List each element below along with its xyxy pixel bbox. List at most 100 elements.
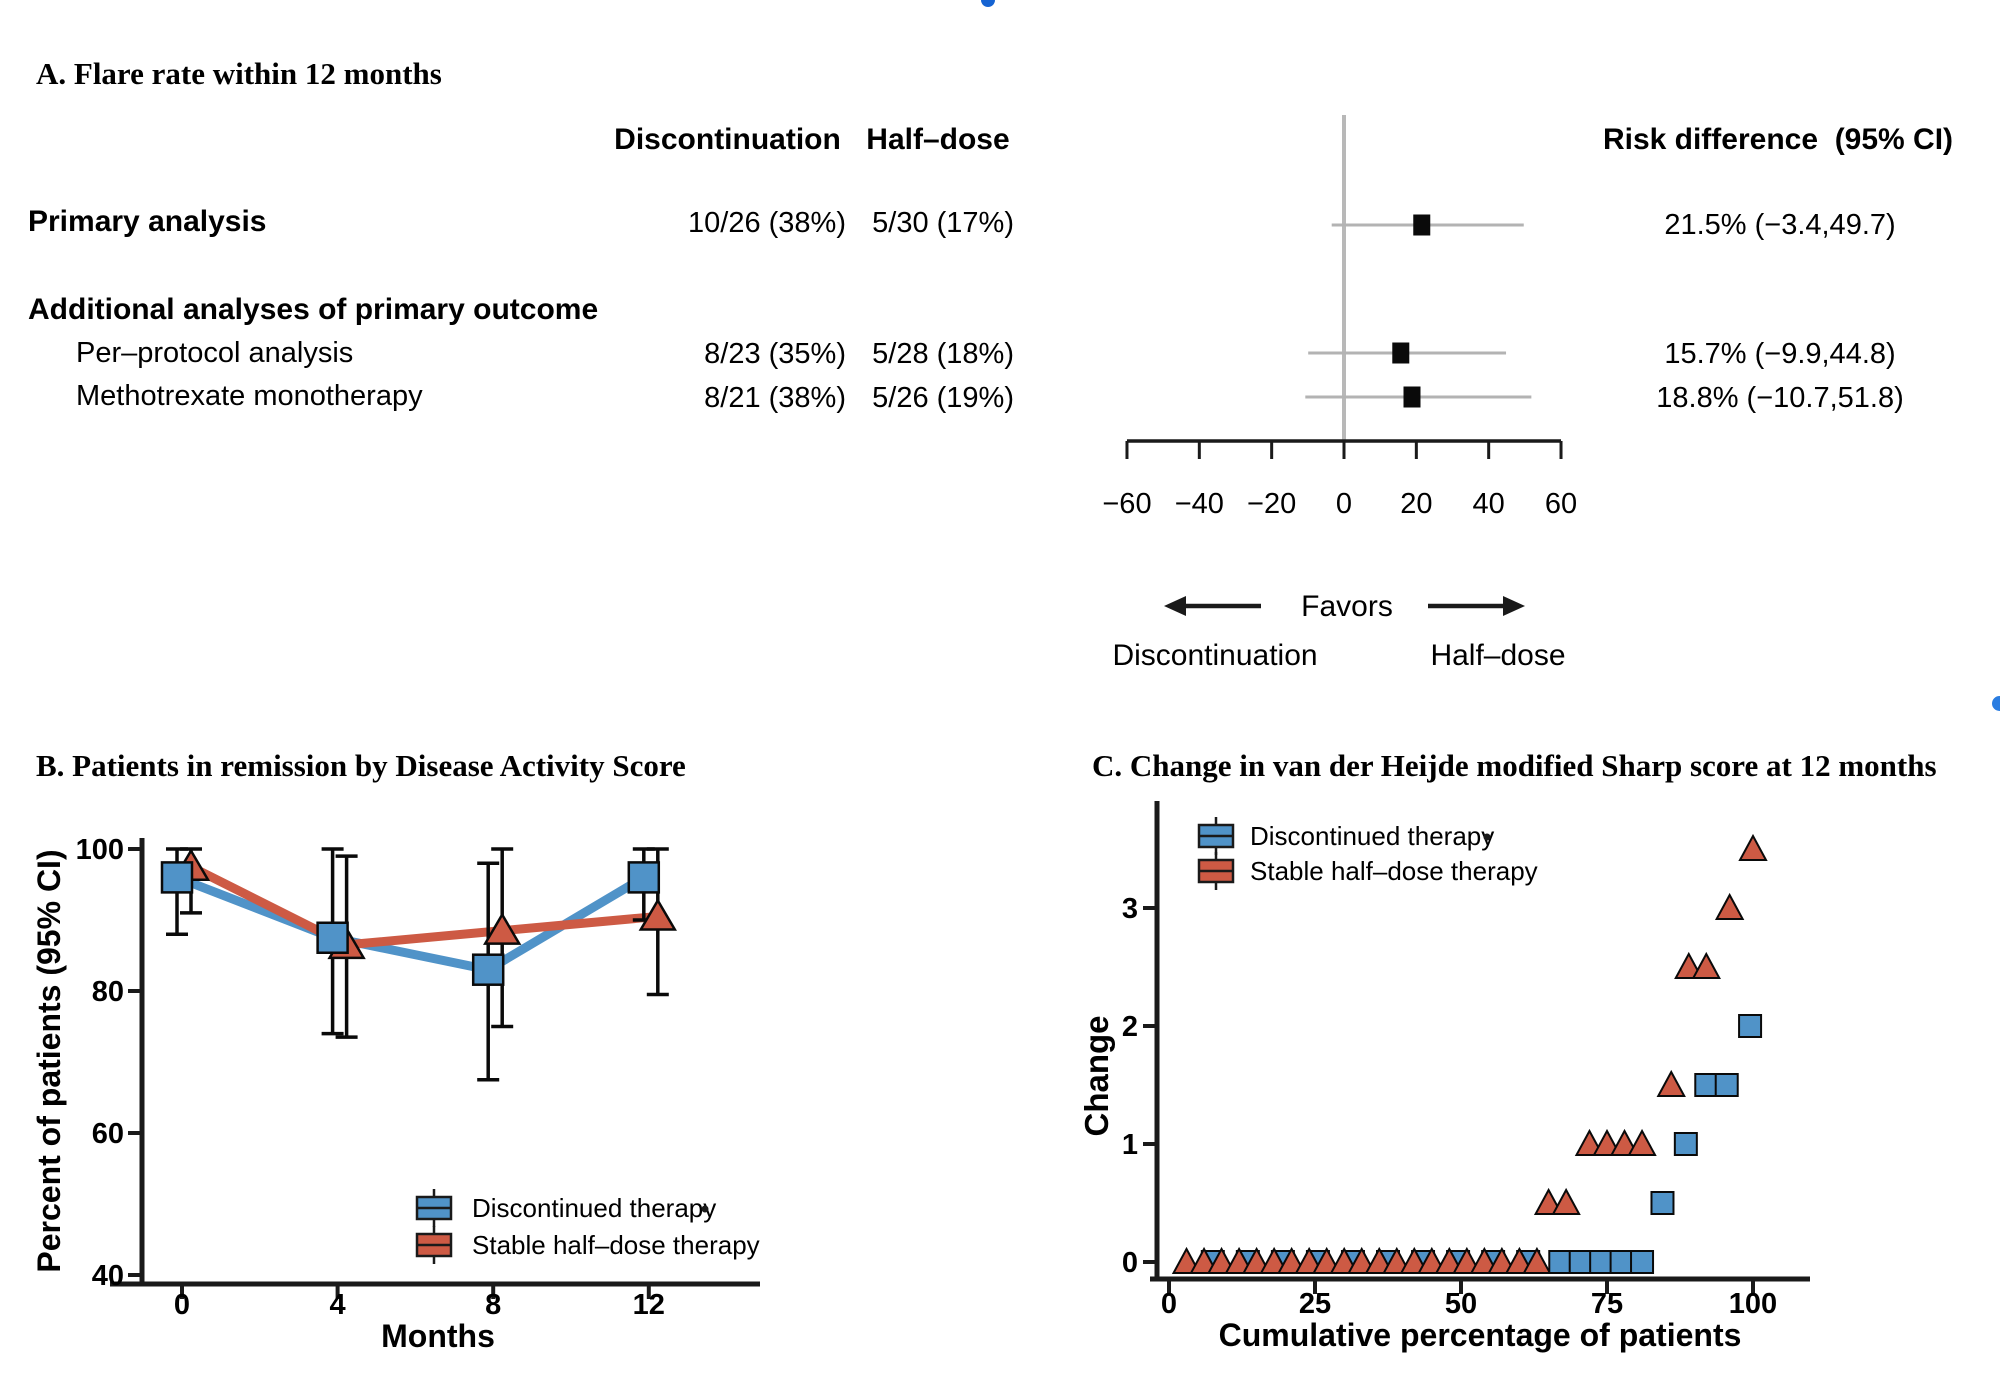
x-axis-tick-label: 12	[633, 1289, 665, 1321]
series-markers	[160, 848, 677, 986]
panel-c-title: C. Change in van der Heijde modified Sha…	[1092, 748, 1937, 783]
triangle-marker	[1533, 1187, 1564, 1215]
column-header-half-dose: Half–dose	[866, 123, 1010, 156]
table-cell-half-dose: 5/26 (19%)	[872, 382, 1014, 414]
square-marker	[1568, 1250, 1593, 1274]
ui-artifact-dot-top	[981, 0, 995, 7]
legend-label: Stable half–dose therapy	[1250, 856, 1538, 886]
favors-left-label: Discontinuation	[1112, 639, 1317, 672]
remission-line-chart: 0 4 8 12 40 60 80 100 Months Percent of patients …	[31, 834, 760, 1354]
triangle-marker	[1276, 1246, 1307, 1274]
table-cell-risk-difference: 18.8% (−10.7,51.8)	[1656, 382, 1904, 414]
forest-row	[1331, 214, 1524, 236]
row-label-per-protocol: Per–protocol analysis	[76, 337, 354, 369]
axis-tick-label: 40	[1473, 488, 1505, 520]
triangle-marker	[1738, 833, 1768, 861]
axis-tick-label: 20	[1400, 488, 1432, 520]
error-bars	[180, 847, 669, 1039]
forest-plot: −60 −40 −20 0 20 40 60 Favors Discontinuation Hal…	[1102, 115, 1577, 672]
triangle-marker	[1329, 1246, 1359, 1274]
legend-item: Stable half–dose therapy	[415, 1226, 760, 1264]
square-marker	[316, 921, 349, 954]
y-axis-label: Change	[1078, 1015, 1115, 1136]
axis-tick-label: 0	[1336, 488, 1352, 520]
square-marker	[1609, 1250, 1634, 1274]
favors-annotation: Favors Discontinuation Half–dose	[1112, 590, 1565, 672]
x-axis-tick-label: 25	[1299, 1288, 1331, 1320]
x-axis-tick-label: 4	[330, 1289, 346, 1321]
triangle-marker	[1224, 1246, 1254, 1274]
legend-item: Stable half–dose therapy	[1197, 852, 1538, 890]
series-discontinued-points	[1548, 1014, 1763, 1274]
row-label-methotrexate: Methotrexate monotherapy	[76, 380, 423, 412]
legend-label: Discontinued therapy	[472, 1193, 716, 1223]
column-header-risk-difference: Risk difference (95% CI)	[1602, 123, 1954, 156]
y-axis-tick-label: 2	[1122, 1011, 1138, 1043]
panel-c-legend: Discontinued therapy Stable half–dose the…	[1197, 817, 1538, 890]
x-axis-label: Months	[381, 1318, 495, 1354]
y-axis-tick-label: 80	[92, 976, 124, 1008]
y-axis-tick-label: 0	[1122, 1247, 1138, 1279]
y-axis-tick-label: 100	[76, 834, 124, 866]
triangle-marker	[1417, 1246, 1447, 1274]
triangle-marker	[1189, 1246, 1219, 1274]
sharp-score-scatter-chart: 0 25 50 75 100 0 1 2 3 Cumulative percentage of p…	[1078, 801, 1810, 1353]
table-cell-discontinuation: 8/23 (35%)	[704, 338, 846, 370]
point-estimate-marker	[1392, 342, 1410, 364]
point-estimate-marker	[1413, 214, 1431, 236]
triangle-marker	[1574, 1128, 1605, 1156]
triangle-marker	[1312, 1246, 1342, 1274]
point-estimate-marker	[1403, 386, 1421, 408]
square-marker	[1650, 1191, 1675, 1215]
row-label-additional-analyses: Additional analyses of primary outcome	[28, 293, 599, 326]
table-cell-discontinuation: 8/21 (38%)	[704, 382, 846, 414]
panel-a-title: A. Flare rate within 12 months	[36, 56, 442, 91]
triangle-marker	[1691, 951, 1721, 979]
triangle-marker	[1714, 892, 1745, 920]
column-header-discontinuation: Discontinuation	[614, 123, 841, 156]
triangle-marker	[1592, 1128, 1622, 1156]
left-arrowhead-icon	[1164, 596, 1186, 616]
square-marker	[1738, 1014, 1763, 1038]
triangle-marker	[483, 912, 522, 945]
triangle-marker	[1399, 1246, 1429, 1274]
x-axis-tick-label: 50	[1445, 1288, 1477, 1320]
legend-outlier-dot-icon	[1483, 833, 1491, 841]
triangle-marker	[1487, 1246, 1517, 1274]
row-label-primary-analysis: Primary analysis	[28, 205, 267, 238]
triangle-marker	[1434, 1246, 1464, 1274]
table-cell-discontinuation: 10/26 (38%)	[688, 207, 846, 239]
table-cell-risk-difference: 21.5% (−3.4,49.7)	[1664, 209, 1896, 241]
triangle-marker	[1452, 1246, 1482, 1274]
axis-tick-label: −20	[1247, 488, 1296, 520]
y-axis-tick-label: 3	[1122, 893, 1138, 925]
forest-x-axis: −60 −40 −20 0 20 40 60	[1102, 439, 1577, 520]
square-marker	[471, 953, 505, 986]
series-line-stable	[186, 862, 663, 950]
y-axis-tick-label: 1	[1122, 1129, 1138, 1161]
x-axis-tick-label: 75	[1591, 1288, 1623, 1320]
panel-b-legend: Discontinued therapy Stable half–dose the…	[415, 1189, 760, 1264]
triangle-marker	[1522, 1246, 1552, 1274]
axes: 0 25 50 75 100 0 1 2 3 Cumulative percentage of p…	[1078, 801, 1810, 1353]
square-marker	[1694, 1073, 1719, 1097]
triangle-marker	[1171, 1246, 1202, 1274]
triangle-marker	[638, 897, 677, 931]
triangle-marker	[1347, 1246, 1377, 1274]
triangle-marker	[1294, 1246, 1324, 1274]
favors-label: Favors	[1301, 590, 1393, 623]
y-axis-tick-label: 60	[92, 1118, 124, 1150]
axis-tick-label: 60	[1545, 488, 1577, 520]
series-stable-points	[1171, 833, 1768, 1274]
triangle-marker	[1627, 1128, 1657, 1156]
axis-tick-label: −40	[1175, 488, 1224, 520]
square-marker	[160, 861, 194, 894]
right-arrowhead-icon	[1503, 596, 1525, 616]
square-marker	[1630, 1250, 1655, 1274]
x-axis-tick-label: 0	[1161, 1288, 1177, 1320]
triangle-marker	[1259, 1246, 1289, 1274]
square-marker	[1673, 1132, 1698, 1156]
triangle-marker	[1609, 1128, 1640, 1156]
legend-label: Stable half–dose therapy	[472, 1230, 760, 1260]
